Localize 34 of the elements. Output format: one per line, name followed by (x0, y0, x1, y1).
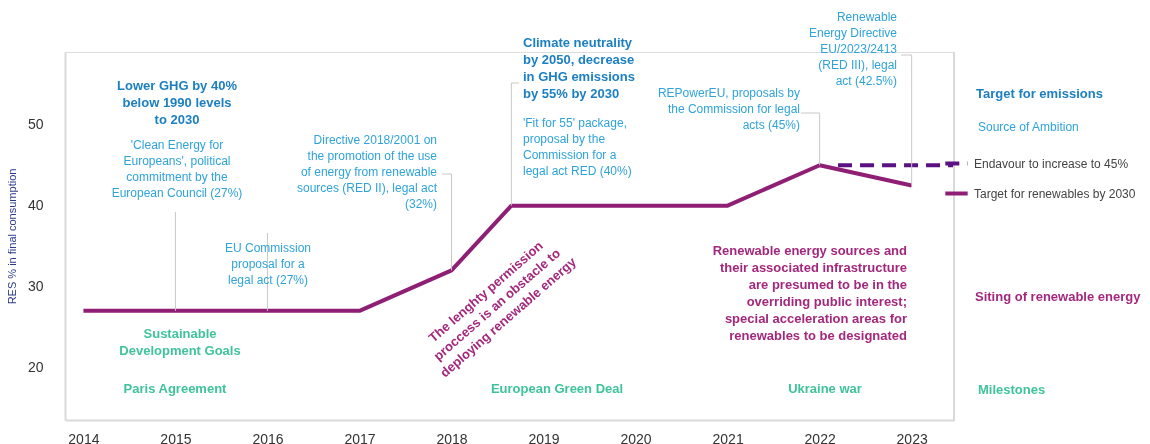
y-tick-label: 20 (27, 358, 44, 375)
x-tick-label: 2022 (804, 430, 836, 444)
x-tick-label: 2016 (252, 430, 284, 444)
y-tick-label: 40 (27, 197, 44, 214)
annotation: 'Clean Energy for Europeans', political commitment by the European Council (27%) (111, 138, 243, 200)
x-tick-label: 2023 (896, 430, 928, 444)
annotation: EU Commission proposal for a legal act (27%) (224, 241, 312, 287)
x-tick-label: 2019 (528, 430, 560, 444)
legend-label: Target for renewables by 2030 (974, 186, 1136, 201)
x-tick-label: 2018 (436, 430, 468, 444)
source-note: Source of Ambition (978, 120, 1079, 134)
x-tick-label: 2021 (712, 430, 744, 444)
annotation: Paris Agreement (123, 381, 228, 396)
y-tick-label: 30 (27, 278, 44, 295)
x-tick-label: 2020 (620, 430, 652, 444)
annotation: Climate neutrality by 2050, decrease in GHG emissions by 55% by 2030 (523, 35, 635, 101)
text: Target for emissions (976, 86, 1103, 101)
annotation: Ukraine war (788, 381, 862, 396)
x-tick-label: 2017 (344, 430, 376, 444)
annotation: Lower GHG by 40% below 1990 levels to 2030 (117, 78, 238, 127)
annotation: 'Fit for 55' package, proposal by the Commission for a legal act RED (40%) (523, 116, 632, 178)
x-tick-label: 2014 (68, 430, 100, 444)
x-tick-label: 2015 (160, 430, 192, 444)
y-tick-label: 50 (27, 116, 44, 133)
annotation: Sustainable Development Goals (119, 326, 241, 358)
text: Siting of renewable energy (975, 289, 1142, 304)
annotation: Renewable Energy Directive EU/2023/2413 (RED III), legal act (42.5%) (808, 10, 898, 88)
text: Milestones (978, 382, 1046, 397)
annotation: European Green Deal (490, 381, 624, 396)
legend-label: Endavour to increase to 45% (974, 156, 1129, 171)
y-axis-title: RES % in final consumption (5, 168, 18, 305)
annotation: Directive 2018/2001 on the promotion of the use of energy from renewable sources (RED II), legal act (32%) (296, 133, 438, 211)
annotation: REPowerEU, proposals by the Commission for legal acts (45%) (657, 86, 800, 132)
annotation: Renewable energy sources and their associated infrastructure are presumed to be in the overriding public interest; special acceleration areas for renewables to be designated (712, 243, 908, 343)
